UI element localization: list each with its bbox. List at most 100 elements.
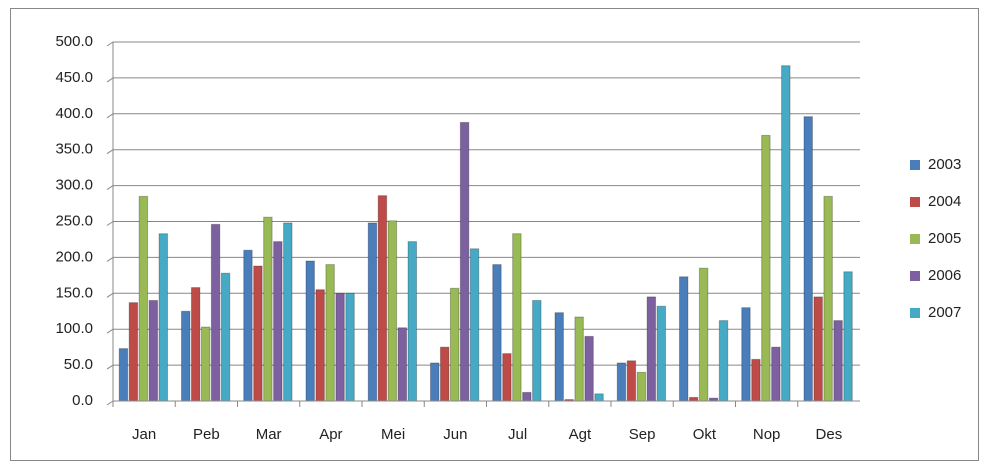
bar — [305, 260, 315, 402]
tick-mark — [106, 185, 114, 191]
x-tick-label: Jun — [443, 426, 467, 443]
bar — [636, 371, 647, 402]
bar — [190, 287, 201, 402]
bar — [158, 233, 169, 402]
bar — [781, 65, 791, 402]
legend-label: 2006 — [928, 267, 961, 284]
tick-mark — [106, 221, 114, 226]
bar — [584, 335, 594, 402]
y-tick-label: 250.0 — [55, 212, 93, 229]
y-tick-label: 50.0 — [64, 356, 93, 373]
x-tick-label: Okt — [693, 426, 717, 443]
bar — [813, 296, 823, 402]
bar — [180, 310, 191, 402]
tick-mark — [106, 364, 114, 370]
bar — [492, 264, 502, 402]
bar — [325, 264, 335, 402]
x-tick-label: Sep — [629, 426, 656, 443]
bar — [367, 222, 378, 402]
bar — [253, 265, 263, 402]
x-tick-label: Mar — [256, 426, 282, 443]
legend-label: 2007 — [928, 304, 961, 321]
bar — [833, 320, 843, 402]
bar — [532, 299, 542, 402]
bar — [843, 271, 853, 402]
legend-swatch — [910, 160, 920, 170]
bar — [688, 396, 699, 402]
bar — [616, 362, 627, 402]
bar — [315, 289, 325, 402]
tick-mark — [106, 41, 114, 47]
bar — [594, 393, 604, 402]
bar — [273, 241, 283, 402]
tick-mark — [106, 400, 114, 406]
x-tick-label: Jul — [508, 426, 527, 443]
legend-swatch — [910, 197, 920, 207]
x-tick-label: Mei — [381, 426, 405, 443]
bar — [656, 305, 667, 402]
bar — [512, 233, 522, 402]
y-tick-label: 400.0 — [55, 105, 93, 122]
bar — [823, 195, 833, 402]
x-tick-label: Apr — [319, 426, 342, 443]
bar — [138, 195, 149, 402]
tick-mark — [106, 292, 114, 298]
y-tick-label: 150.0 — [55, 284, 93, 301]
bar — [698, 267, 709, 402]
bar — [646, 296, 657, 402]
bar — [771, 346, 781, 402]
bar — [148, 299, 159, 402]
bar — [128, 302, 139, 402]
bar — [200, 326, 211, 402]
y-tick-label: 300.0 — [55, 177, 93, 194]
bar — [554, 312, 564, 402]
bar — [678, 276, 689, 402]
bar — [626, 360, 637, 402]
legend-label: 2003 — [928, 156, 961, 173]
legend-swatch — [910, 234, 920, 244]
y-tick-label: 0.0 — [72, 392, 93, 409]
bar — [220, 272, 231, 402]
y-tick-label: 450.0 — [55, 69, 93, 86]
x-tick-label: Des — [816, 426, 843, 443]
legend-swatch — [910, 271, 920, 281]
bar — [210, 223, 221, 402]
y-tick-label: 200.0 — [55, 248, 93, 265]
bar — [718, 320, 729, 402]
legend-label: 2004 — [928, 193, 961, 210]
bar — [439, 346, 450, 402]
bar — [377, 195, 388, 402]
bar — [449, 287, 460, 402]
legend-swatch — [910, 308, 920, 318]
bar — [429, 362, 440, 402]
tick-mark — [106, 77, 114, 83]
tick-mark — [106, 149, 114, 155]
bar — [574, 316, 584, 402]
x-tick-label: Peb — [193, 426, 220, 443]
x-tick-label: Agt — [569, 426, 592, 443]
y-tick-label: 100.0 — [55, 320, 93, 337]
bar — [803, 116, 813, 402]
bar — [345, 292, 355, 402]
bar — [469, 248, 480, 402]
bar — [741, 307, 751, 402]
bar — [118, 348, 129, 402]
bar — [243, 249, 253, 402]
bar — [263, 216, 273, 402]
x-tick-label: Nop — [753, 426, 781, 443]
bar — [387, 220, 398, 402]
y-tick-label: 350.0 — [55, 141, 93, 158]
bar — [522, 391, 532, 402]
bar — [761, 134, 771, 402]
x-tick-label: Jan — [132, 426, 156, 443]
bar — [335, 292, 345, 402]
bar — [751, 358, 761, 402]
tick-mark — [106, 328, 114, 334]
bar — [283, 222, 293, 402]
y-tick-label: 500.0 — [55, 33, 93, 50]
tick-mark — [106, 113, 114, 119]
legend-label: 2005 — [928, 230, 961, 247]
bar — [407, 241, 418, 402]
bar — [459, 121, 470, 402]
